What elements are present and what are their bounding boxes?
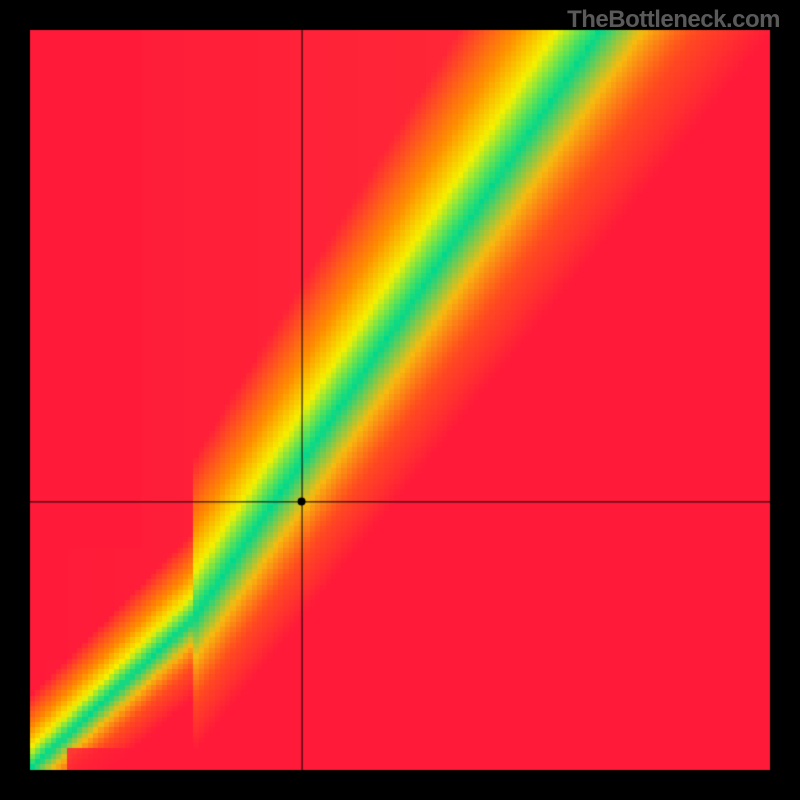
bottleneck-chart: TheBottleneck.com	[0, 0, 800, 800]
watermark-text: TheBottleneck.com	[567, 6, 780, 34]
heatmap-canvas	[0, 0, 800, 800]
